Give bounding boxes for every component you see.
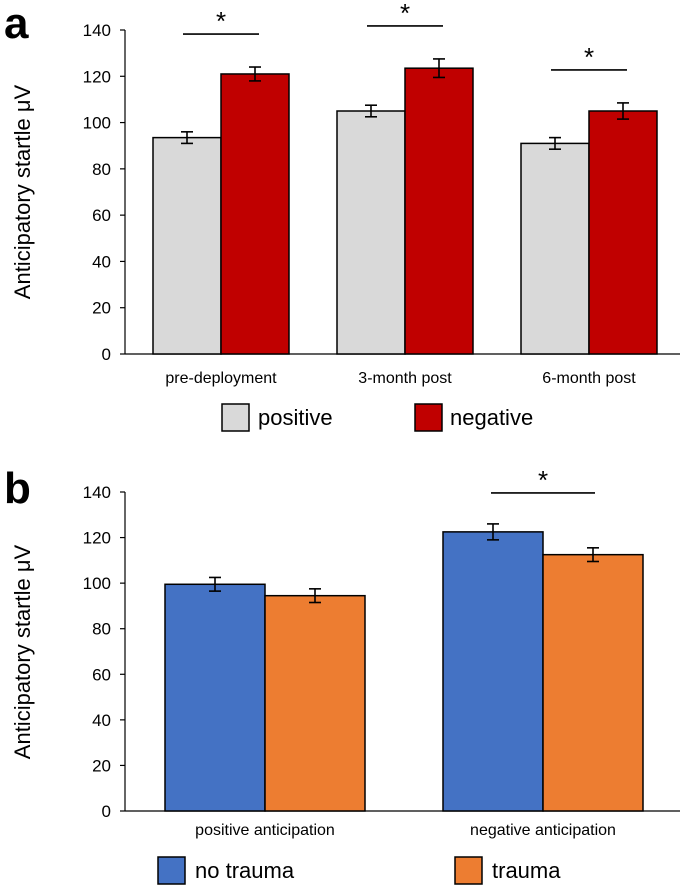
- bar-negative: [404, 67, 474, 355]
- legend-label: positive: [258, 405, 333, 430]
- bar-positive: [520, 142, 590, 355]
- y-axis-label: Anticipatory startle μV: [10, 84, 35, 299]
- y-tick-label: 20: [92, 756, 111, 775]
- y-tick-label: 100: [83, 114, 111, 133]
- panel-label: a: [4, 0, 29, 48]
- y-tick-label: 60: [92, 206, 111, 225]
- y-tick-label: 80: [92, 160, 111, 179]
- legend-label: trauma: [492, 858, 561, 883]
- y-tick-label: 20: [92, 299, 111, 318]
- y-tick-label: 140: [83, 21, 111, 40]
- legend-label: negative: [450, 405, 533, 430]
- significance-star: *: [216, 6, 226, 36]
- chart-panel-b: b Anticipatory startle μV 0 20 40 60 80 100 120 1…: [4, 464, 680, 885]
- y-tick-label: 40: [92, 252, 111, 271]
- legend-swatch: [414, 403, 443, 432]
- legend-label: no trauma: [195, 858, 295, 883]
- x-tick-label: 6-month post: [542, 370, 636, 387]
- y-tick-label: 0: [102, 802, 111, 821]
- legend-swatch: [221, 403, 250, 432]
- legend-swatch: [454, 856, 483, 885]
- x-tick-label: pre-deployment: [165, 370, 277, 387]
- chart-panel-a: a Anticipatory startle μV 0 20 40 60 80 100 120 1…: [4, 0, 680, 432]
- significance-star: *: [400, 0, 410, 28]
- y-tick-label: 0: [102, 345, 111, 364]
- bar-no-trauma: [442, 531, 544, 812]
- y-tick-label: 80: [92, 620, 111, 639]
- y-tick-label: 100: [83, 574, 111, 593]
- bar-trauma: [542, 553, 644, 812]
- bar-positive: [336, 110, 406, 355]
- x-tick-label: positive anticipation: [195, 822, 335, 839]
- panel-label: b: [4, 464, 31, 513]
- bar-positive: [152, 136, 222, 355]
- legend-swatch: [157, 856, 186, 885]
- bar-negative: [220, 73, 290, 355]
- bar-no-trauma: [164, 583, 266, 812]
- significance-star: *: [538, 465, 548, 495]
- bar-negative: [588, 110, 658, 355]
- y-tick-label: 120: [83, 67, 111, 86]
- x-tick-label: negative anticipation: [470, 822, 616, 839]
- y-tick-label: 60: [92, 665, 111, 684]
- y-axis-label: Anticipatory startle μV: [10, 544, 35, 759]
- y-tick-label: 140: [83, 483, 111, 502]
- y-tick-label: 40: [92, 711, 111, 730]
- x-tick-label: 3-month post: [358, 370, 452, 387]
- significance-star: *: [584, 42, 594, 72]
- bar-trauma: [264, 594, 366, 812]
- y-tick-label: 120: [83, 529, 111, 548]
